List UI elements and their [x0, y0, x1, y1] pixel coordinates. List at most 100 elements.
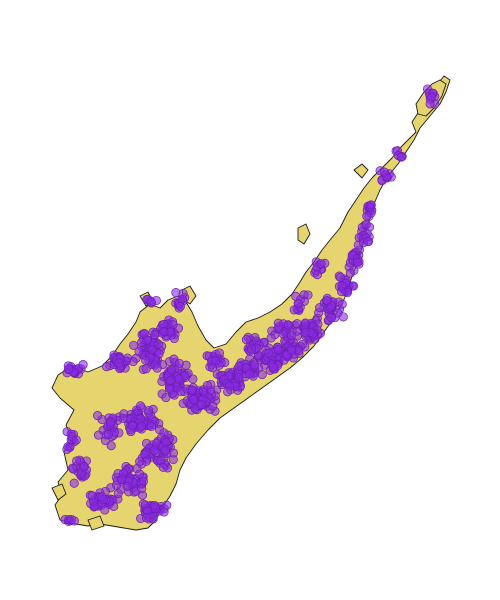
- occurrence-point: [166, 365, 177, 375]
- occurrence-point: [135, 457, 145, 467]
- occurrence-point: [322, 295, 332, 306]
- occurrence-point: [153, 339, 163, 349]
- occurrence-point: [69, 516, 79, 526]
- occurrence-point: [274, 322, 284, 332]
- occurrence-point: [146, 421, 156, 432]
- occurrence-point: [141, 364, 151, 374]
- island-south-2: [87, 515, 105, 531]
- occurrence-point: [78, 360, 88, 370]
- occurrence-points-layer: [60, 84, 440, 526]
- occurrence-point: [150, 330, 160, 340]
- occurrence-point: [69, 478, 79, 488]
- occurrence-point: [283, 320, 293, 330]
- occurrence-point: [166, 375, 176, 385]
- occurrence-point: [196, 400, 206, 410]
- occurrence-point: [93, 430, 104, 440]
- occurrence-point: [127, 421, 138, 431]
- occurrence-point: [292, 319, 302, 329]
- occurrence-point: [117, 474, 127, 484]
- occurrence-point: [135, 469, 145, 479]
- occurrence-point: [135, 401, 146, 411]
- occurrence-point: [353, 257, 363, 267]
- occurrence-point: [139, 328, 149, 339]
- occurrence-point: [244, 369, 254, 379]
- occurrence-point: [315, 303, 325, 313]
- occurrence-point: [361, 219, 371, 229]
- landmass-main: [51, 75, 451, 531]
- occurrence-point: [149, 445, 159, 456]
- occurrence-point: [202, 380, 212, 391]
- occurrence-point: [273, 344, 283, 355]
- occurrence-point: [326, 313, 336, 323]
- occurrence-point: [175, 301, 185, 311]
- occurrence-point: [159, 327, 169, 337]
- occurrence-point: [129, 340, 139, 350]
- occurrence-point: [146, 297, 156, 307]
- occurrence-point: [425, 99, 435, 109]
- occurrence-point: [106, 417, 116, 427]
- occurrence-point: [141, 355, 151, 365]
- occurrence-point: [137, 483, 147, 494]
- occurrence-point: [249, 360, 259, 370]
- occurrence-point: [100, 505, 110, 515]
- occurrence-point: [208, 401, 218, 411]
- occurrence-point: [264, 348, 274, 358]
- occurrence-point: [337, 281, 347, 291]
- landmass-layer: [51, 75, 451, 531]
- occurrence-point: [159, 507, 169, 517]
- occurrence-point: [293, 298, 303, 308]
- occurrence-point: [62, 444, 72, 455]
- occurrence-point: [187, 385, 197, 395]
- occurrence-point: [266, 333, 276, 343]
- occurrence-point: [114, 358, 124, 368]
- occurrence-point: [208, 363, 218, 373]
- occurrence-point: [103, 429, 113, 439]
- occurrence-point: [122, 481, 132, 491]
- occurrence-point: [337, 299, 347, 309]
- island-south-1: [51, 483, 67, 501]
- occurrence-point: [64, 364, 74, 374]
- occurrence-point: [366, 200, 376, 210]
- occurrence-point: [152, 363, 162, 373]
- occurrence-point: [312, 270, 322, 280]
- occurrence-point: [316, 259, 326, 269]
- occurrence-point: [141, 513, 152, 523]
- occurrence-point: [147, 344, 157, 355]
- occurrence-point: [268, 362, 278, 373]
- occurrence-point: [174, 358, 184, 368]
- occurrence-point: [71, 435, 81, 445]
- occurrence-point: [300, 328, 310, 338]
- occurrence-point: [161, 437, 171, 448]
- occurrence-point: [223, 387, 233, 397]
- occurrence-point: [137, 421, 147, 431]
- occurrence-point: [113, 488, 123, 499]
- occurrence-point: [144, 406, 154, 416]
- occurrence-point: [286, 345, 297, 355]
- occurrence-point: [102, 362, 112, 372]
- occurrence-point: [257, 370, 267, 380]
- occurrence-point: [379, 167, 389, 177]
- occurrence-point: [87, 491, 97, 501]
- occurrence-point: [396, 152, 406, 162]
- occurrence-point: [174, 374, 184, 384]
- occurrence-point: [363, 237, 373, 247]
- occurrence-point: [106, 441, 116, 451]
- occurrence-point: [72, 456, 82, 466]
- occurrence-point: [134, 346, 144, 357]
- occurrence-point: [300, 318, 310, 328]
- occurrence-point: [246, 344, 257, 354]
- occurrence-point: [214, 348, 225, 358]
- occurrence-point: [345, 268, 355, 278]
- occurrence-point: [160, 445, 170, 455]
- occurrence-point: [241, 335, 251, 345]
- occurrence-point: [150, 500, 160, 510]
- island-north-2: [353, 163, 369, 179]
- occurrence-point: [234, 372, 244, 382]
- occurrence-point: [158, 462, 168, 472]
- occurrence-point: [278, 329, 288, 339]
- occurrence-point: [79, 462, 89, 472]
- occurrence-point: [93, 411, 103, 421]
- occurrence-point: [97, 492, 107, 502]
